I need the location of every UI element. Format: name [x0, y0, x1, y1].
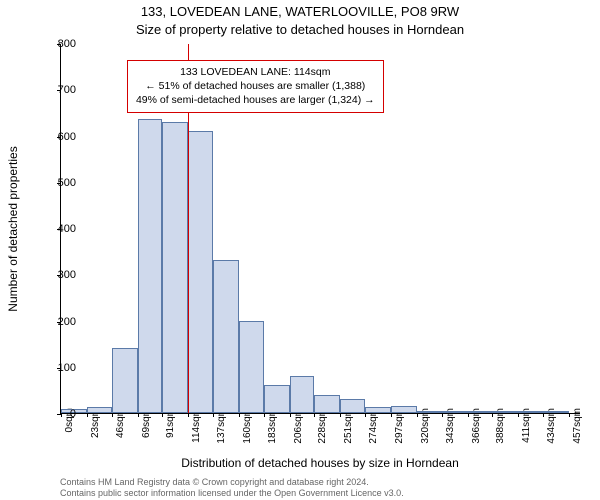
x-tick-label: 137sqm	[216, 408, 227, 444]
x-tick-label: 411sqm	[521, 408, 532, 443]
y-tick-label: 200	[58, 316, 76, 328]
histogram-bar	[365, 407, 391, 413]
histogram-bar	[162, 122, 188, 413]
x-axis-label: Distribution of detached houses by size …	[60, 456, 580, 470]
annotation-box: 133 LOVEDEAN LANE: 114sqm← 51% of detach…	[127, 60, 384, 113]
histogram-bar	[138, 119, 162, 413]
footer-line2: Contains public sector information licen…	[60, 488, 580, 498]
x-tick-label: 183sqm	[267, 408, 278, 444]
x-tick-label: 251sqm	[343, 408, 354, 444]
histogram-bar	[112, 348, 138, 413]
y-tick-label: 800	[58, 38, 76, 50]
histogram-bar	[492, 411, 518, 413]
x-tick-label: 457sqm	[572, 408, 583, 444]
x-tick-label: 228sqm	[317, 408, 328, 444]
y-tick-label: 400	[58, 223, 76, 235]
histogram-bar	[518, 411, 544, 413]
y-axis-label: Number of detached properties	[6, 44, 20, 414]
histogram-bar	[290, 376, 314, 413]
page-title-line1: 133, LOVEDEAN LANE, WATERLOOVILLE, PO8 9…	[0, 4, 600, 19]
histogram-bar	[314, 395, 340, 414]
histogram-bar	[543, 411, 569, 413]
page-title-line2: Size of property relative to detached ho…	[0, 22, 600, 37]
histogram-plot: 0sqm23sqm46sqm69sqm91sqm114sqm137sqm160s…	[60, 44, 580, 414]
x-tick-label: 388sqm	[495, 408, 506, 444]
annotation-line: 133 LOVEDEAN LANE: 114sqm	[136, 65, 375, 79]
x-tick-label: 297sqm	[394, 408, 405, 444]
histogram-bar	[442, 411, 468, 413]
y-tick-label: 300	[58, 269, 76, 281]
y-tick-label: 0	[70, 408, 76, 420]
footer-attribution: Contains HM Land Registry data © Crown c…	[60, 477, 580, 498]
histogram-bar	[264, 385, 290, 413]
y-tick-label: 500	[58, 177, 76, 189]
x-tick-label: 343sqm	[445, 408, 456, 444]
x-tick-label: 114sqm	[191, 408, 202, 443]
histogram-bar	[391, 406, 417, 413]
x-tick-label: 434sqm	[546, 408, 557, 444]
y-tick-label: 100	[58, 362, 76, 374]
x-tick-label: 206sqm	[293, 408, 304, 444]
y-tick-label: 700	[58, 84, 76, 96]
x-tick-label: 366sqm	[471, 408, 482, 444]
x-tick-label: 320sqm	[420, 408, 431, 444]
histogram-bar	[188, 131, 214, 413]
histogram-bar	[239, 321, 265, 414]
annotation-line: ← 51% of detached houses are smaller (1,…	[136, 79, 375, 93]
footer-line1: Contains HM Land Registry data © Crown c…	[60, 477, 580, 487]
histogram-bar	[468, 411, 492, 413]
y-tick-label: 600	[58, 131, 76, 143]
histogram-bar	[213, 260, 239, 413]
histogram-bar	[340, 399, 366, 413]
histogram-bar	[417, 411, 443, 413]
x-tick-label: 160sqm	[242, 408, 253, 444]
annotation-line: 49% of semi-detached houses are larger (…	[136, 93, 375, 107]
histogram-bar	[87, 407, 113, 413]
x-tick-label: 274sqm	[368, 408, 379, 444]
